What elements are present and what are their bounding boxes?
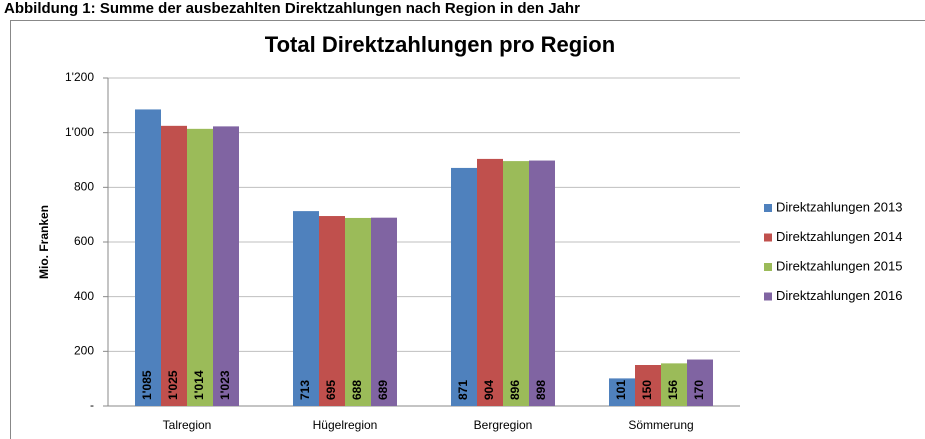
data-label: 689: [376, 380, 390, 400]
data-label: 101: [614, 380, 628, 400]
bar: [477, 158, 503, 406]
bar: [687, 359, 713, 406]
bar: [529, 160, 555, 406]
data-label: 898: [534, 380, 548, 400]
legend-label: Direktzahlungen 2015: [776, 258, 902, 273]
legend-label: Direktzahlungen 2016: [776, 288, 902, 303]
data-label: 896: [508, 380, 522, 400]
data-label: 150: [640, 380, 654, 400]
legend-label: Direktzahlungen 2013: [776, 199, 902, 214]
bar: [609, 378, 635, 406]
bar: [161, 125, 187, 406]
data-label: 1'025: [166, 370, 180, 400]
x-tick-label: Talregion: [163, 418, 212, 432]
y-axis-label: Mio. Franken: [37, 205, 51, 279]
data-label: 170: [692, 380, 706, 400]
data-label: 688: [350, 380, 364, 400]
data-label: 871: [456, 380, 470, 400]
x-tick-label: Hügelregion: [313, 418, 378, 432]
bar: [187, 128, 213, 406]
y-tick-label: 1'200: [65, 70, 94, 84]
legend-swatch: [764, 233, 772, 242]
y-tick-label: -: [90, 398, 94, 412]
legend-swatch: [764, 292, 772, 301]
bar: [213, 126, 239, 406]
x-tick-label: Bergregion: [474, 418, 533, 432]
bar: [135, 109, 161, 406]
bar: [371, 217, 397, 406]
data-label: 1'014: [192, 370, 206, 400]
chart-frame: [10, 20, 925, 439]
legend-swatch: [764, 204, 772, 212]
y-tick-label: 200: [74, 344, 94, 358]
bar: [503, 161, 529, 406]
y-tick-label: 400: [74, 289, 94, 303]
y-tick-label: 600: [74, 234, 94, 248]
data-label: 904: [482, 380, 496, 400]
bar: [451, 167, 477, 406]
bar: [293, 211, 319, 406]
y-tick-label: 1'000: [65, 125, 94, 139]
legend-label: Direktzahlungen 2014: [776, 229, 902, 244]
bar: [319, 216, 345, 406]
bar: [345, 217, 371, 406]
data-label: 713: [298, 380, 312, 400]
data-label: 1'085: [140, 370, 154, 400]
data-label: 695: [324, 380, 338, 400]
bar: [635, 365, 661, 406]
bar: [661, 363, 687, 406]
x-tick-label: Sömmerung: [628, 418, 693, 432]
data-label: 1'023: [218, 370, 232, 400]
legend-swatch: [764, 263, 772, 271]
chart-title: Total Direktzahlungen pro Region: [265, 32, 615, 57]
caption: Abbildung 1: Summe der ausbezahlten Dire…: [4, 0, 580, 17]
y-tick-label: 800: [74, 180, 94, 194]
data-label: 156: [666, 380, 680, 400]
